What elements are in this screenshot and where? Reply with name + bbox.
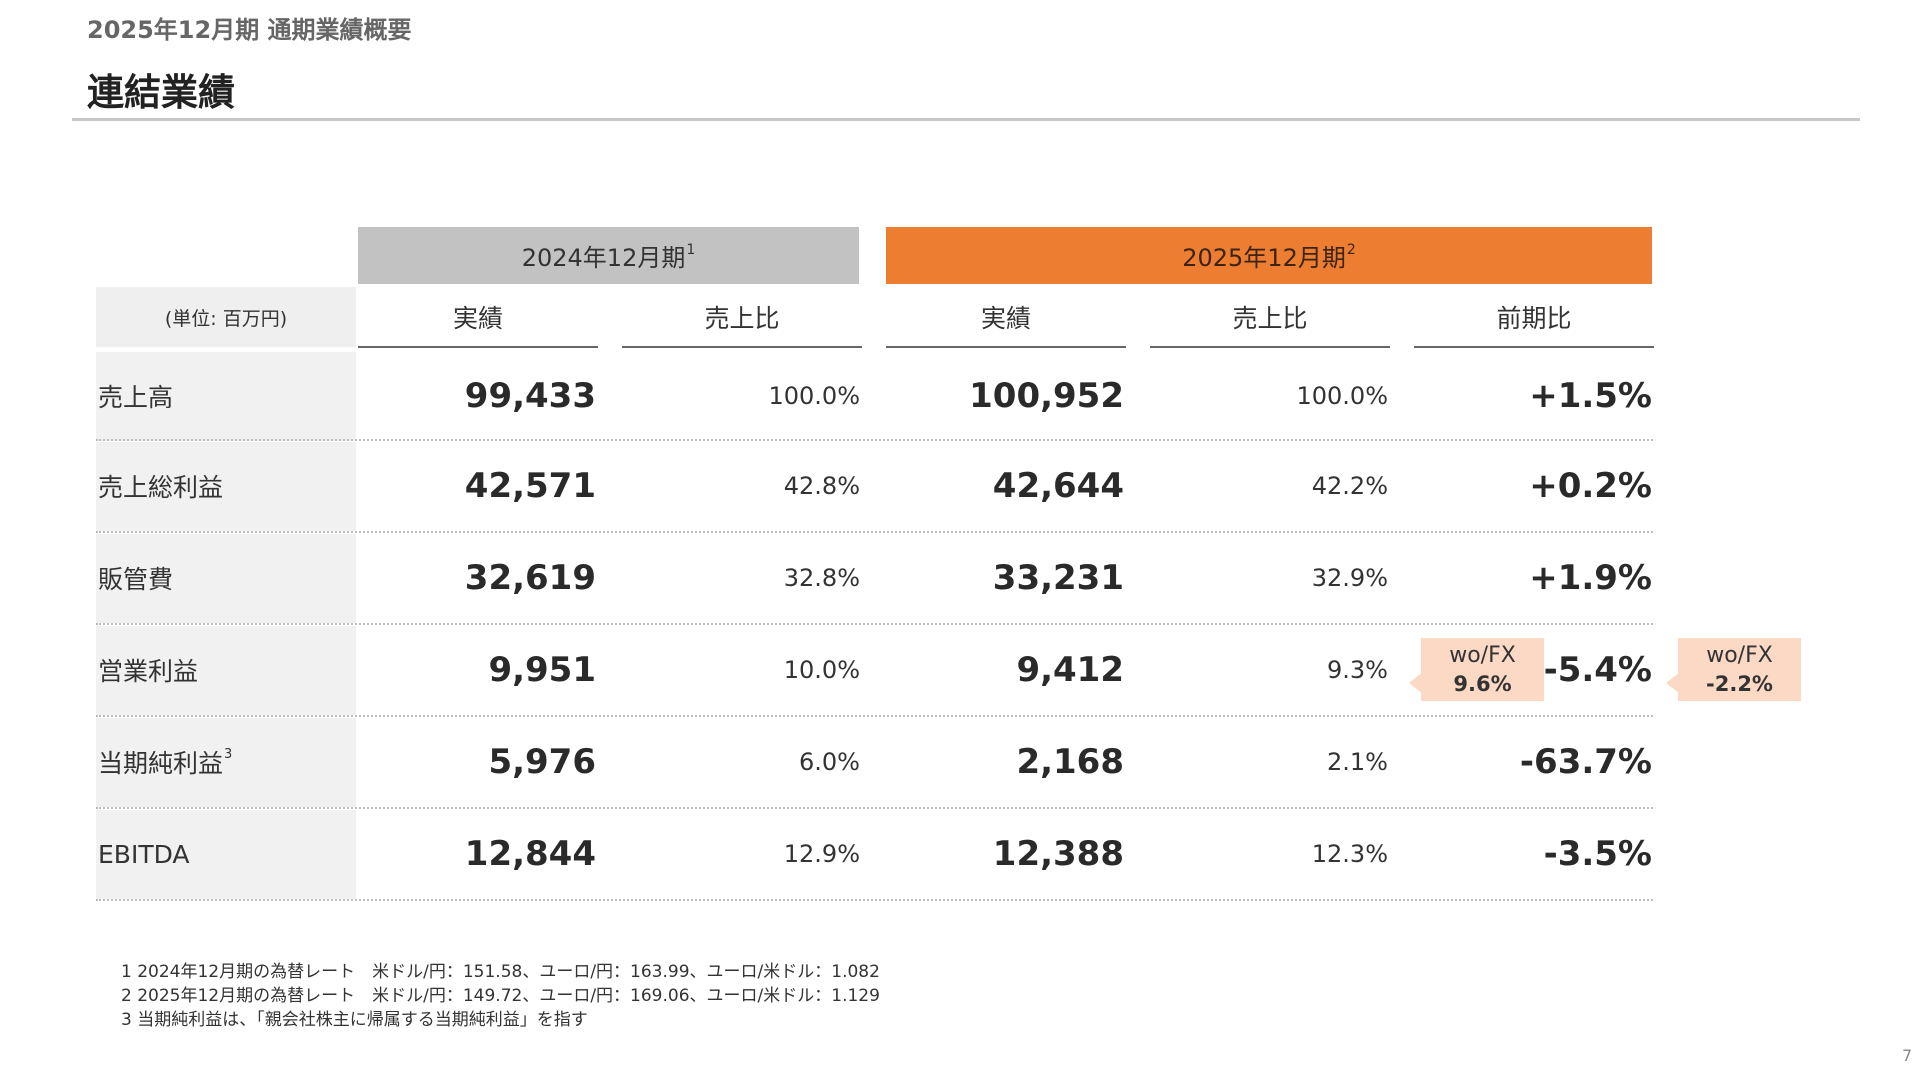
column-header-yoy: 前期比 xyxy=(1496,304,1572,333)
footnote-1: 1 2024年12月期の為替レート 米ドル/円：151.58、ユーロ/円：163… xyxy=(121,962,880,982)
unit-label: (単位: 百万円) xyxy=(96,287,356,347)
row-separator xyxy=(96,531,1653,533)
sga-actual-2025: 33,231 xyxy=(992,558,1124,598)
operating-income-yoy: -5.4% xyxy=(1543,650,1652,690)
gross-profit-actual-2025: 42,644 xyxy=(992,466,1124,506)
row-label-net-income: 当期純利益 3 xyxy=(98,717,232,807)
gross-profit-actual-2024: 42,571 xyxy=(464,466,596,506)
row-label-background xyxy=(96,810,356,899)
callout-wofx-yoy-label: wo/FX xyxy=(1706,642,1773,668)
net-income-ratio-2024: 6.0% xyxy=(799,748,860,776)
row-separator xyxy=(96,439,1653,441)
title-divider xyxy=(72,118,1860,121)
callout-wofx-yoy-value: -2.2% xyxy=(1706,671,1773,696)
callout-pointer xyxy=(1666,672,1680,694)
footnote-marker-3: 3 xyxy=(224,746,233,762)
revenue-ratio-2024: 100.0% xyxy=(768,382,860,410)
net-income-ratio-2025: 2.1% xyxy=(1327,748,1388,776)
callout-pointer xyxy=(1409,672,1423,694)
net-income-actual-2024: 5,976 xyxy=(488,742,596,782)
row-label-background xyxy=(96,718,356,807)
row-label-background xyxy=(96,534,356,623)
net-income-actual-2025: 2,168 xyxy=(1016,742,1124,782)
period-header-2025-label: 2025年12月期 xyxy=(1182,244,1346,272)
page-number: 7 xyxy=(1902,1046,1913,1065)
ebitda-yoy: -3.5% xyxy=(1543,834,1652,874)
net-income-yoy: -63.7% xyxy=(1519,742,1652,782)
row-label-background xyxy=(96,626,356,715)
ebitda-actual-2024: 12,844 xyxy=(464,834,596,874)
row-separator xyxy=(96,623,1653,625)
row-label-background xyxy=(96,442,356,531)
column-underline xyxy=(1150,346,1390,348)
column-underline xyxy=(622,346,862,348)
row-label-ebitda: EBITDA xyxy=(98,839,190,869)
callout-wofx-ratio-label: wo/FX xyxy=(1449,642,1516,668)
revenue-actual-2025: 100,952 xyxy=(969,376,1124,416)
page-subtitle: 2025年12月期 通期業績概要 xyxy=(87,16,412,44)
column-header-ratio-2025: 売上比 xyxy=(1232,304,1308,333)
row-label-net-income-text: 当期純利益 xyxy=(98,749,224,778)
gross-profit-yoy: +0.2% xyxy=(1529,466,1652,506)
ebitda-actual-2025: 12,388 xyxy=(992,834,1124,874)
footnote-2: 2 2025年12月期の為替レート 米ドル/円：149.72、ユーロ/円：169… xyxy=(121,986,880,1006)
row-label-gross-profit: 売上総利益 xyxy=(98,473,224,502)
period-header-2025: 2025年12月期 2 xyxy=(886,227,1652,284)
period-header-2024-label: 2024年12月期 xyxy=(521,244,686,272)
revenue-ratio-2025: 100.0% xyxy=(1296,382,1388,410)
callout-wofx-ratio: wo/FX 9.6% xyxy=(1421,638,1544,701)
gross-profit-ratio-2025: 42.2% xyxy=(1311,472,1388,500)
page-title: 連結業績 xyxy=(87,71,235,114)
gross-profit-ratio-2024: 42.8% xyxy=(783,472,860,500)
row-label-sga: 販管費 xyxy=(98,565,174,594)
operating-income-ratio-2025: 9.3% xyxy=(1327,656,1388,684)
sga-ratio-2024: 32.8% xyxy=(783,564,860,592)
column-underline xyxy=(1414,346,1654,348)
column-header-ratio-2024: 売上比 xyxy=(704,304,780,333)
row-label-background xyxy=(96,352,356,441)
column-header-actual-2024: 実績 xyxy=(452,304,503,333)
sga-ratio-2025: 32.9% xyxy=(1311,564,1388,592)
ebitda-ratio-2024: 12.9% xyxy=(783,840,860,868)
row-separator xyxy=(96,715,1653,717)
footnote-3: 3 当期純利益は、「親会社株主に帰属する当期純利益」を指す xyxy=(121,1010,588,1030)
operating-income-ratio-2024: 10.0% xyxy=(783,656,860,684)
callout-wofx-ratio-value: 9.6% xyxy=(1453,671,1512,696)
column-underline xyxy=(358,346,598,348)
sga-actual-2024: 32,619 xyxy=(464,558,596,598)
callout-wofx-yoy: wo/FX -2.2% xyxy=(1678,638,1801,701)
row-separator xyxy=(96,807,1653,809)
operating-income-actual-2025: 9,412 xyxy=(1016,650,1124,690)
column-underline xyxy=(886,346,1126,348)
row-label-operating-income: 営業利益 xyxy=(98,657,199,686)
footnote-marker-2: 2 xyxy=(1346,241,1356,258)
sga-yoy: +1.9% xyxy=(1529,558,1652,598)
period-header-2024: 2024年12月期 1 xyxy=(358,227,859,284)
row-separator xyxy=(96,899,1653,901)
revenue-yoy: +1.5% xyxy=(1529,376,1652,416)
revenue-actual-2024: 99,433 xyxy=(464,376,596,416)
row-label-revenue: 売上高 xyxy=(98,383,174,412)
footnote-marker-1: 1 xyxy=(686,241,696,258)
column-header-actual-2025: 実績 xyxy=(980,304,1031,333)
operating-income-actual-2024: 9,951 xyxy=(488,650,596,690)
ebitda-ratio-2025: 12.3% xyxy=(1311,840,1388,868)
